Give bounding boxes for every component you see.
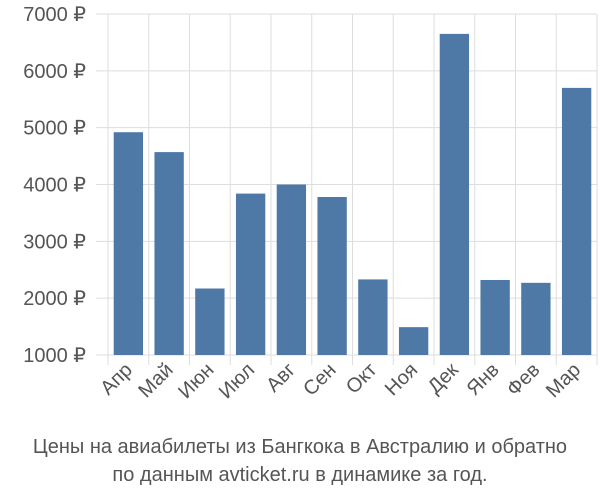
bar	[561, 87, 592, 355]
bar	[317, 197, 347, 355]
bar	[113, 132, 144, 355]
x-tick-label: Июл	[215, 359, 259, 403]
y-tick-label: 1000 ₽	[23, 345, 86, 367]
x-tick-label: Ноя	[381, 359, 422, 400]
bar-chart: 1000 ₽ 2000 ₽ 3000 ₽ 4000 ₽ 5000 ₽ 6000 ₽ 7000…	[23, 4, 598, 403]
x-tick-label: Окт	[342, 359, 381, 398]
bar	[154, 152, 184, 355]
x-tick-label: Май	[134, 359, 177, 402]
chart-caption-line-1: Цены на авиабилеты из Бангкока в Австрал…	[32, 436, 568, 458]
bar	[439, 33, 470, 356]
bar	[358, 279, 388, 355]
bar	[480, 279, 510, 355]
bar	[398, 327, 429, 355]
bar	[521, 282, 551, 355]
bar	[276, 184, 307, 355]
x-tick-label: Мар	[542, 359, 585, 402]
bar	[235, 193, 266, 355]
x-tick-label: Янв	[463, 359, 504, 400]
x-tick-label: Фев	[503, 359, 545, 401]
x-tick-label: Сен	[299, 359, 340, 400]
bar	[195, 288, 225, 355]
chart-caption-line-2: по данным avticket.ru в динамике за год.	[112, 464, 488, 486]
x-tick-label: Авг	[262, 359, 300, 397]
x-tick-label: Дек	[424, 359, 463, 398]
x-tick-label: Апр	[96, 359, 137, 400]
y-tick-label: 4000 ₽	[23, 175, 86, 197]
y-tick-label: 6000 ₽	[23, 61, 86, 83]
x-tick-label: Июн	[174, 359, 218, 403]
y-tick-label: 5000 ₽	[23, 118, 86, 140]
y-tick-label: 2000 ₽	[23, 288, 86, 310]
y-tick-label: 3000 ₽	[23, 231, 86, 253]
y-tick-label: 7000 ₽	[23, 4, 86, 26]
